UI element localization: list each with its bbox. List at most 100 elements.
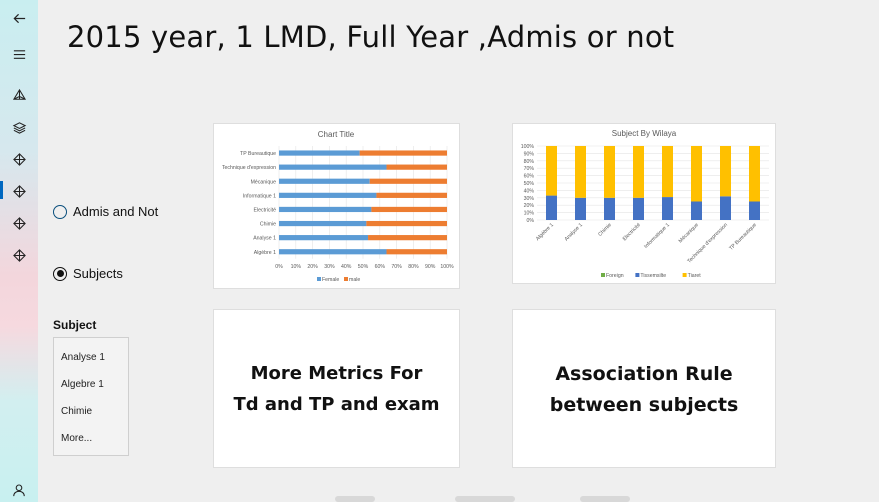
cut-off-content xyxy=(580,496,630,502)
more-metrics-card[interactable]: More Metrics For Td and TP and exam xyxy=(213,309,460,468)
bar-segment-female xyxy=(279,192,377,198)
nav-rail xyxy=(0,0,38,502)
layers-icon[interactable] xyxy=(0,112,38,142)
wilaya-bar-chart: Subject By Wilaya 0%10% 20%30% 40%50%60% 70%… xyxy=(521,129,769,279)
bar-segment-tiaret xyxy=(546,146,557,196)
gender-bar-chart: Chart Title 0% 10% 20% 30% 40% 50% 60% 70% 80% 90%… xyxy=(222,130,454,283)
subject-item[interactable]: Algebre 1 xyxy=(61,379,104,390)
bar-segment-tissemsilte xyxy=(546,195,557,220)
bar-segment-female xyxy=(279,150,360,156)
bar-segment-male xyxy=(369,178,447,184)
bar-segment-tissemsilte xyxy=(604,197,615,220)
bar-segment-tiaret xyxy=(633,146,644,198)
category-label: TP Bureautique xyxy=(240,151,276,157)
bar-segment-tissemsilte xyxy=(691,201,702,220)
bar-segment-male xyxy=(371,206,447,213)
category-label: Algèbre 1 xyxy=(535,222,555,242)
account-avatar-icon[interactable] xyxy=(0,478,38,502)
bar-segment-female xyxy=(279,249,387,255)
x-tick-label: 0% xyxy=(275,264,283,270)
legend-swatch xyxy=(682,273,687,277)
category-label: Mécanique xyxy=(251,179,276,185)
bar-segment-male xyxy=(366,220,447,227)
y-tick-label: 30% xyxy=(524,196,535,202)
y-tick-label: 60% xyxy=(524,174,535,180)
back-arrow-icon[interactable] xyxy=(0,3,38,33)
more-metrics-line-2: Td and TP and exam xyxy=(233,394,440,415)
x-tick-label: 40% xyxy=(341,264,352,270)
category-label: Chimie xyxy=(260,222,276,228)
x-tick-label: 30% xyxy=(324,264,335,270)
bar-segment-female xyxy=(279,178,370,184)
radio-label: Admis and Not xyxy=(73,204,159,219)
bar-segment-tiaret xyxy=(575,146,586,198)
legend-swatch xyxy=(601,273,605,277)
radio-circle[interactable] xyxy=(53,204,67,219)
category-label: Electricité xyxy=(622,222,642,242)
y-tick-label: 50% xyxy=(524,181,535,187)
legend-label: Foreign xyxy=(606,273,624,279)
x-tick-label: 70% xyxy=(391,264,402,270)
diamond-icon[interactable] xyxy=(0,240,38,270)
x-tick-label: 50% xyxy=(358,264,369,270)
bar-segment-tissemsilte xyxy=(662,197,673,220)
y-tick-label: 70% xyxy=(524,166,535,172)
y-tick-label: 100% xyxy=(521,144,535,150)
legend-label: Tiaret xyxy=(688,273,702,279)
radio-subjects[interactable]: Subjects xyxy=(53,266,123,281)
cut-off-content xyxy=(455,496,515,502)
page-title: 2015 year, 1 LMD, Full Year ,Admis or no… xyxy=(67,20,675,54)
more-metrics-line-1: More Metrics For xyxy=(250,363,423,384)
y-tick-label: 40% xyxy=(524,188,535,194)
bar-segment-tissemsilte xyxy=(749,201,760,220)
nav-selected-indicator xyxy=(0,181,3,199)
chart-card-gender[interactable]: Chart Title 0% 10% 20% 30% 40% 50% 60% 70% 80% 90%… xyxy=(213,123,460,289)
legend-swatch xyxy=(344,277,348,281)
bar-segment-tissemsilte xyxy=(720,196,731,220)
subject-item[interactable]: Chimie xyxy=(61,406,93,417)
bar-segment-tiaret xyxy=(720,146,731,197)
diamond-icon[interactable] xyxy=(0,144,38,174)
category-label: Informatique 1 xyxy=(243,193,276,199)
bar-segment-tissemsilte xyxy=(575,197,586,220)
radio-circle-checked[interactable] xyxy=(53,266,67,281)
x-tick-label: 100% xyxy=(440,264,454,270)
y-tick-label: 0% xyxy=(527,218,535,224)
bar-segment-male xyxy=(376,192,447,198)
subject-more-link[interactable]: More... xyxy=(61,433,93,444)
bar-segment-tiaret xyxy=(749,146,760,202)
diamond-icon[interactable] xyxy=(0,208,38,238)
legend-label: Tissemsilte xyxy=(640,273,666,279)
legend-swatch xyxy=(635,273,640,277)
bar-segment-tiaret xyxy=(691,146,702,202)
chart-title: Subject By Wilaya xyxy=(612,129,677,138)
bar-segment-male xyxy=(359,150,447,156)
legend-label: Female xyxy=(322,277,339,283)
association-rule-card[interactable]: Association Rule between subjects xyxy=(512,309,776,468)
subject-item[interactable]: Analyse 1 xyxy=(61,352,105,363)
cut-off-content xyxy=(335,496,375,502)
bar-segment-female xyxy=(279,164,387,170)
association-rule-line-1: Association Rule xyxy=(555,363,733,385)
bar-segment-tiaret xyxy=(662,146,673,198)
bar-segment-female xyxy=(279,220,367,227)
pyramid-icon[interactable] xyxy=(0,80,38,110)
bar-segment-male xyxy=(386,164,447,170)
subject-filter-list: Analyse 1 Algebre 1 Chimie More... xyxy=(53,337,129,456)
y-tick-label: 80% xyxy=(524,159,535,165)
x-tick-label: 90% xyxy=(425,264,436,270)
radio-admis-and-not[interactable]: Admis and Not xyxy=(53,204,158,219)
association-rule-line-2: between subjects xyxy=(549,394,739,416)
y-tick-label: 10% xyxy=(524,211,535,217)
x-tick-label: 20% xyxy=(307,264,318,270)
chart-card-wilaya[interactable]: Subject By Wilaya 0% 10% 20% 30% 40% 50% 60% 70%… xyxy=(512,123,776,284)
category-label: TP Bureautique xyxy=(728,222,758,252)
x-tick-label: 10% xyxy=(291,264,302,270)
legend-label: male xyxy=(349,277,360,283)
x-tick-label: 80% xyxy=(408,264,419,270)
category-label: Analyse 1 xyxy=(253,236,276,242)
diamond-icon[interactable] xyxy=(0,176,38,206)
chart-title: Chart Title xyxy=(318,130,355,139)
hamburger-menu-icon[interactable] xyxy=(0,39,38,69)
bar-segment-tissemsilte xyxy=(633,197,644,220)
